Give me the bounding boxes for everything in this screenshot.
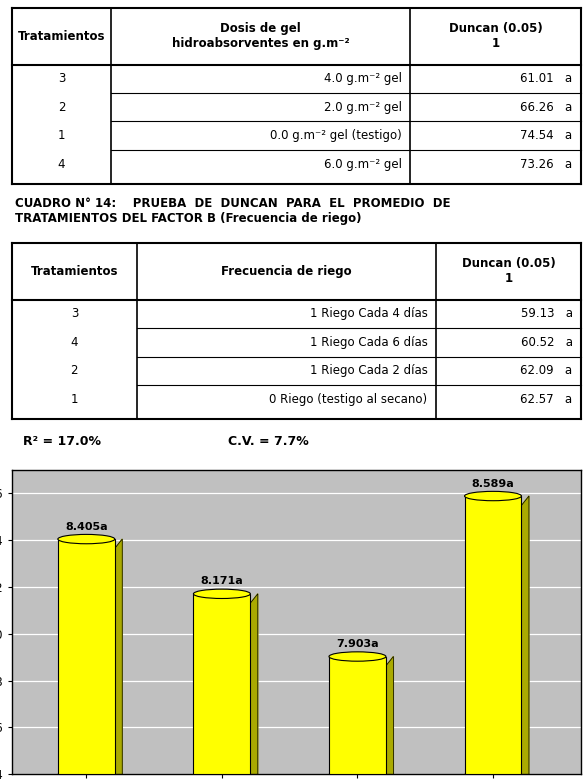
Text: 4.0 g.m⁻² gel: 4.0 g.m⁻² gel bbox=[324, 72, 402, 85]
Text: CUADRO N° 14:    PRUEBA  DE  DUNCAN  PARA  EL  PROMEDIO  DE
TRATAMIENTOS DEL FAC: CUADRO N° 14: PRUEBA DE DUNCAN PARA EL P… bbox=[15, 197, 450, 225]
Bar bbox=[193, 594, 250, 774]
Text: 0 Riego (testigo al secano): 0 Riego (testigo al secano) bbox=[269, 393, 427, 406]
Text: 73.26   a: 73.26 a bbox=[521, 157, 572, 170]
Text: 59.13   a: 59.13 a bbox=[521, 307, 572, 321]
Text: 1 Riego Cada 6 días: 1 Riego Cada 6 días bbox=[309, 335, 427, 349]
Polygon shape bbox=[464, 774, 529, 782]
Bar bbox=[329, 657, 386, 774]
Polygon shape bbox=[521, 496, 529, 782]
Text: 61.01   a: 61.01 a bbox=[521, 72, 572, 85]
Text: 3: 3 bbox=[70, 307, 78, 321]
Text: 0.0 g.m⁻² gel (testigo): 0.0 g.m⁻² gel (testigo) bbox=[270, 129, 402, 142]
Text: 1: 1 bbox=[70, 393, 78, 406]
Polygon shape bbox=[386, 657, 393, 782]
Text: 8.171a: 8.171a bbox=[201, 576, 243, 586]
Text: Tratamientos: Tratamientos bbox=[31, 265, 118, 278]
Text: 62.57   a: 62.57 a bbox=[521, 393, 572, 406]
Text: 2: 2 bbox=[58, 101, 65, 113]
Polygon shape bbox=[58, 774, 122, 782]
Text: Frecuencia de riego: Frecuencia de riego bbox=[221, 265, 352, 278]
Text: 6.0 g.m⁻² gel: 6.0 g.m⁻² gel bbox=[324, 157, 402, 170]
Text: 60.52   a: 60.52 a bbox=[521, 335, 572, 349]
Text: 7.903a: 7.903a bbox=[336, 639, 379, 649]
Text: Duncan (0.05)
1: Duncan (0.05) 1 bbox=[461, 257, 555, 285]
Bar bbox=[464, 496, 521, 774]
Polygon shape bbox=[115, 539, 122, 782]
Text: 3: 3 bbox=[58, 72, 65, 85]
Text: 2.0 g.m⁻² gel: 2.0 g.m⁻² gel bbox=[324, 101, 402, 113]
Ellipse shape bbox=[464, 491, 521, 500]
Ellipse shape bbox=[58, 534, 115, 543]
Polygon shape bbox=[329, 774, 393, 782]
Text: 8.589a: 8.589a bbox=[471, 479, 514, 489]
Text: 62.09   a: 62.09 a bbox=[521, 364, 572, 377]
Text: C.V. = 7.7%: C.V. = 7.7% bbox=[228, 436, 309, 448]
Text: 1 Riego Cada 4 días: 1 Riego Cada 4 días bbox=[309, 307, 427, 321]
Polygon shape bbox=[193, 774, 258, 782]
Text: Duncan (0.05)
1: Duncan (0.05) 1 bbox=[449, 22, 542, 50]
Text: Dosis de gel
hidroabsorventes en g.m⁻²: Dosis de gel hidroabsorventes en g.m⁻² bbox=[172, 22, 350, 50]
Ellipse shape bbox=[329, 652, 386, 662]
Text: 2: 2 bbox=[70, 364, 78, 377]
Text: 1: 1 bbox=[58, 129, 65, 142]
Text: R² = 17.0%: R² = 17.0% bbox=[23, 436, 101, 448]
Text: 74.54   a: 74.54 a bbox=[521, 129, 572, 142]
Bar bbox=[58, 539, 115, 774]
Text: 66.26   a: 66.26 a bbox=[520, 101, 572, 113]
Text: 4: 4 bbox=[58, 157, 65, 170]
Polygon shape bbox=[250, 594, 258, 782]
Text: 8.405a: 8.405a bbox=[65, 522, 107, 532]
Text: 4: 4 bbox=[70, 335, 78, 349]
Text: 1 Riego Cada 2 días: 1 Riego Cada 2 días bbox=[309, 364, 427, 377]
Ellipse shape bbox=[193, 589, 250, 598]
Text: Tratamientos: Tratamientos bbox=[18, 30, 105, 43]
